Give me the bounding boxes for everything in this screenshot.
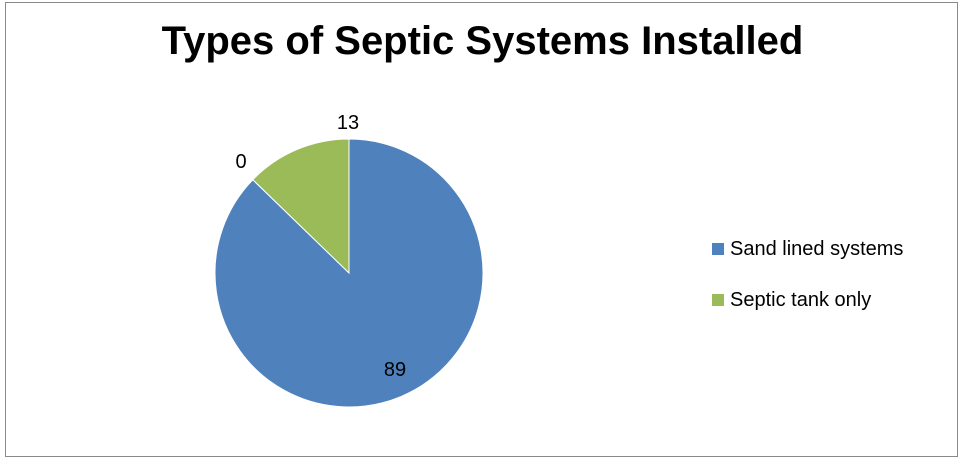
legend-swatch-sand-lined-systems	[712, 243, 724, 255]
legend-swatch-septic-tank-only	[712, 294, 724, 306]
chart-title: Types of Septic Systems Installed	[161, 19, 804, 63]
chart-frame: Types of Septic Systems Installed	[5, 2, 958, 457]
data-label-0: 0	[235, 151, 246, 173]
legend-label-septic-tank-only: Septic tank only	[730, 288, 872, 311]
legend-item-septic-tank-only: Septic tank only	[712, 287, 903, 313]
data-label-13: 13	[337, 112, 359, 134]
pie-slice-septic-tank-only	[252, 138, 350, 275]
data-label-89: 89	[384, 359, 406, 381]
legend-label-sand-lined-systems: Sand lined systems	[730, 237, 904, 260]
chart-legend: Sand lined systems Septic tank only	[712, 236, 903, 338]
legend-item-sand-lined-systems: Sand lined systems	[712, 236, 903, 262]
